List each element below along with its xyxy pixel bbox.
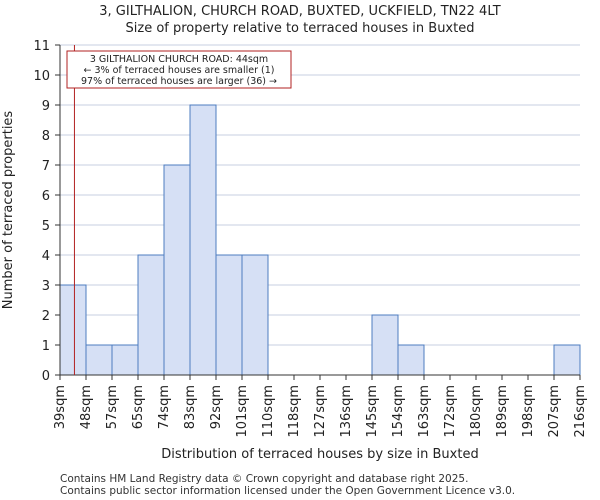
x-tick-label: 74sqm xyxy=(157,385,172,429)
histogram-bar xyxy=(553,344,581,376)
x-tick-label: 39sqm xyxy=(53,385,68,429)
y-tick-label: 5 xyxy=(42,219,50,234)
bar-layer xyxy=(59,104,581,376)
y-tick-label: 7 xyxy=(42,159,50,174)
histogram-bar xyxy=(137,254,165,376)
histogram-bar xyxy=(397,344,425,376)
marker-layer: 3 GILTHALION CHURCH ROAD: 44sqm← 3% of t… xyxy=(66,45,292,375)
x-tick-label: 180sqm xyxy=(469,385,484,438)
y-tick-label: 3 xyxy=(42,279,50,294)
histogram-bar xyxy=(371,314,399,376)
x-tick-label: 136sqm xyxy=(339,385,354,438)
x-tick-label: 145sqm xyxy=(365,385,380,438)
footer-line-2: Contains public sector information licen… xyxy=(60,485,516,497)
x-tick-label: 127sqm xyxy=(313,385,328,438)
x-tick-label: 198sqm xyxy=(521,385,536,438)
chart-subtitle: Size of property relative to terraced ho… xyxy=(125,21,475,36)
y-tick-label: 6 xyxy=(42,189,50,204)
x-tick-label: 65sqm xyxy=(131,385,146,429)
chart-title: 3, GILTHALION, CHURCH ROAD, BUXTED, UCKF… xyxy=(99,4,501,19)
x-tick-label: 101sqm xyxy=(235,385,250,438)
histogram-bar xyxy=(241,254,269,376)
x-tick-label: 163sqm xyxy=(417,385,432,438)
histogram-bar xyxy=(85,344,113,376)
annotation-line: ← 3% of terraced houses are smaller (1) xyxy=(84,65,275,76)
annotation-box xyxy=(66,50,292,89)
x-tick-label: 189sqm xyxy=(495,385,510,438)
x-tick-label: 172sqm xyxy=(443,385,458,438)
y-tick-label: 10 xyxy=(33,69,50,84)
histogram-bar xyxy=(215,254,243,376)
y-tick-label: 8 xyxy=(42,129,50,144)
x-tick-label: 57sqm xyxy=(105,385,120,429)
x-tick-label: 83sqm xyxy=(183,385,198,429)
annotation-line: 3 GILTHALION CHURCH ROAD: 44sqm xyxy=(90,54,268,65)
histogram-bar xyxy=(111,344,139,376)
y-tick-label: 11 xyxy=(33,39,50,54)
y-tick-label: 4 xyxy=(42,249,50,264)
y-tick-label: 2 xyxy=(42,309,50,324)
annotation-line: 97% of terraced houses are larger (36) → xyxy=(81,76,277,87)
y-tick-label: 9 xyxy=(42,99,50,114)
x-tick-label: 92sqm xyxy=(209,385,224,429)
y-tick-label: 1 xyxy=(42,339,50,354)
x-tick-label: 207sqm xyxy=(547,385,562,438)
x-tick-label: 118sqm xyxy=(287,385,302,438)
x-tick-label: 48sqm xyxy=(79,385,94,429)
x-axis-label: Distribution of terraced houses by size … xyxy=(161,447,478,462)
footer-line-1: Contains HM Land Registry data © Crown c… xyxy=(60,473,469,485)
x-tick-label: 216sqm xyxy=(573,385,588,438)
axis-layer: 0 1 2 3 4 5 6 7 8 9 10 11 39sqm 48sqm 57sqm 65sqm 74sqm 8… xyxy=(33,39,588,438)
x-tick-label: 110sqm xyxy=(261,385,276,438)
y-axis-label: Number of terraced properties xyxy=(1,111,16,310)
x-tick-label: 154sqm xyxy=(391,385,406,438)
histogram-chart: 0 1 2 3 4 5 6 7 8 9 10 11 39sqm 48sqm 57sqm 65sqm 74sqm 8… xyxy=(1,39,588,462)
y-tick-label: 0 xyxy=(42,369,50,384)
histogram-bar xyxy=(59,284,87,376)
histogram-bar xyxy=(189,104,217,376)
histogram-bar xyxy=(163,164,191,376)
